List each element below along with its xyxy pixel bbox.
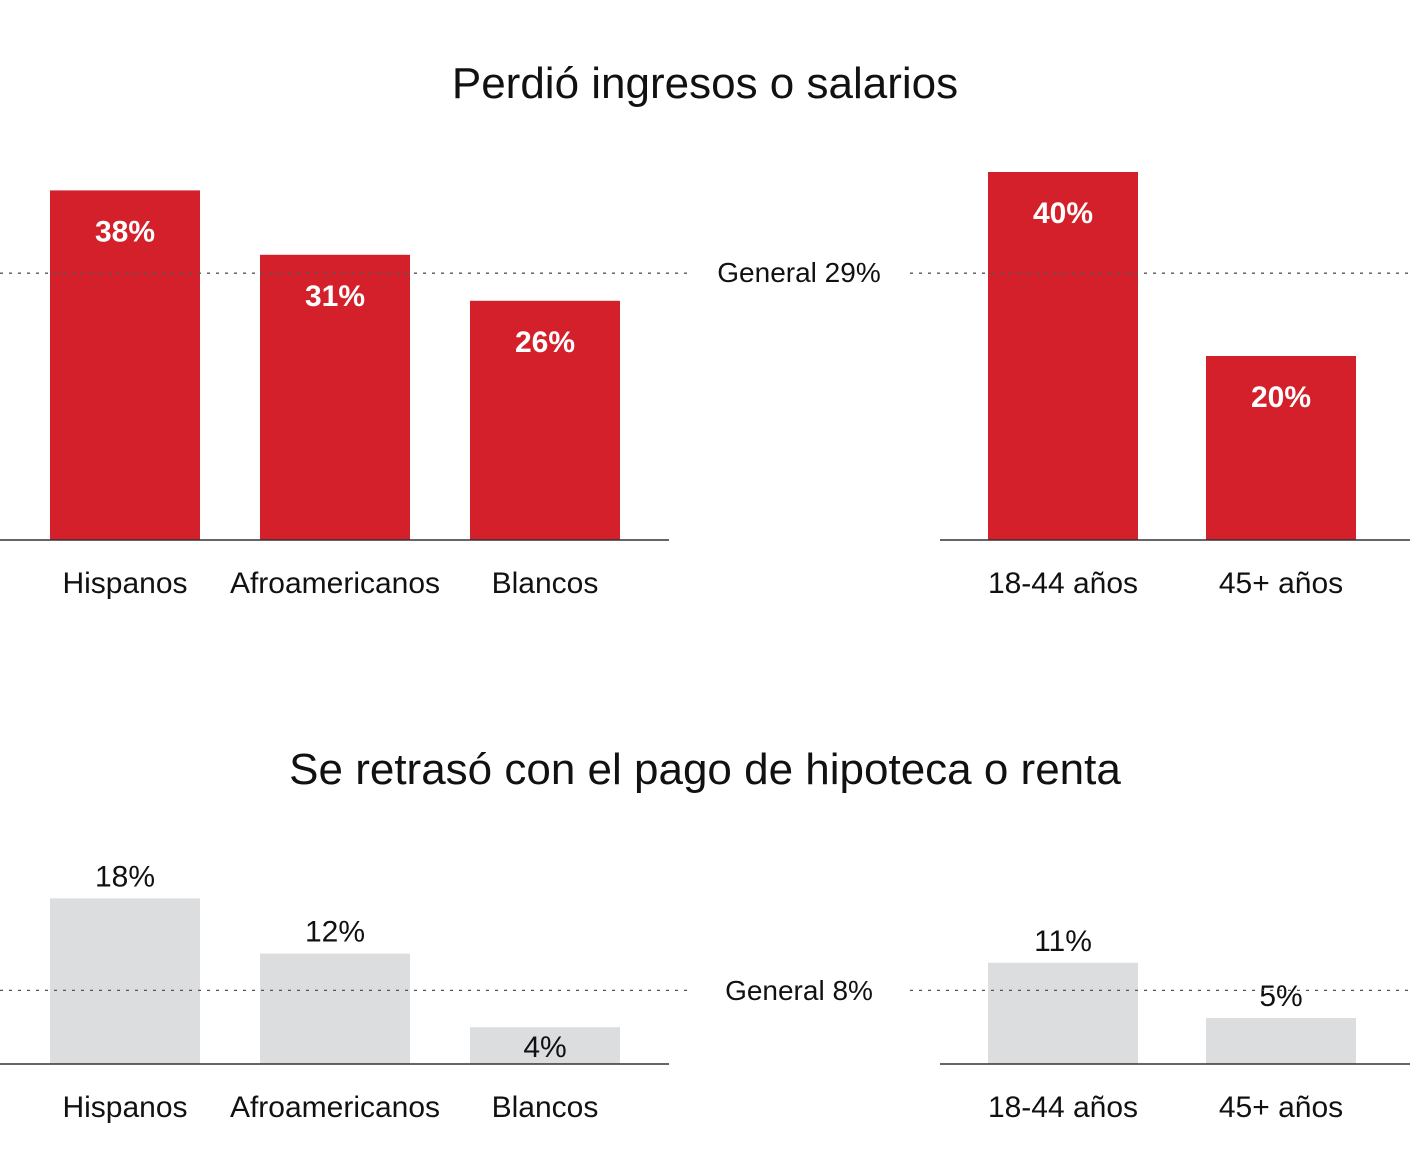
data-label-hispanos: 38% xyxy=(95,215,155,248)
bar-45plus-anos xyxy=(1206,1018,1356,1064)
data-label-afroamericanos: 31% xyxy=(305,280,365,313)
reference-label: General 29% xyxy=(717,257,880,288)
data-label-blancos: 26% xyxy=(515,326,575,359)
chart-title-late-payment: Se retrasó con el pago de hipoteca o ren… xyxy=(289,745,1121,794)
category-label-afroamericanos: Afroamericanos xyxy=(230,567,440,600)
bar-hispanos xyxy=(50,898,200,1064)
category-label-blancos: Blancos xyxy=(492,1091,599,1124)
bar-18-44-anos xyxy=(988,962,1138,1064)
data-label-afroamericanos: 12% xyxy=(305,916,365,949)
bar-blancos xyxy=(470,1027,620,1064)
bar-hispanos xyxy=(50,190,200,540)
data-label-45plus-anos: 20% xyxy=(1251,381,1311,414)
category-label-45plus-anos: 45+ años xyxy=(1219,1091,1343,1124)
chart-title-lost-income: Perdió ingresos o salarios xyxy=(452,59,958,108)
bar-45plus-anos xyxy=(1206,356,1356,540)
bar-afroamericanos xyxy=(260,953,410,1064)
data-label-18-44-anos: 11% xyxy=(1034,925,1092,958)
category-label-18-44-anos: 18-44 años xyxy=(988,567,1138,600)
bar-18-44-anos xyxy=(988,172,1138,540)
category-label-hispanos: Hispanos xyxy=(62,1091,187,1124)
reference-label: General 8% xyxy=(725,975,873,1006)
data-label-blancos: 4% xyxy=(523,1031,566,1064)
data-label-hispanos: 18% xyxy=(95,860,155,893)
category-label-45plus-anos: 45+ años xyxy=(1219,567,1343,600)
data-label-18-44-anos: 40% xyxy=(1033,197,1093,230)
category-label-blancos: Blancos xyxy=(492,567,599,600)
data-label-45plus-anos: 5% xyxy=(1259,980,1302,1013)
bar-blancos xyxy=(470,300,620,540)
category-label-18-44-anos: 18-44 años xyxy=(988,1091,1138,1124)
category-label-hispanos: Hispanos xyxy=(62,567,187,600)
bar-afroamericanos xyxy=(260,254,410,541)
category-label-afroamericanos: Afroamericanos xyxy=(230,1091,440,1124)
